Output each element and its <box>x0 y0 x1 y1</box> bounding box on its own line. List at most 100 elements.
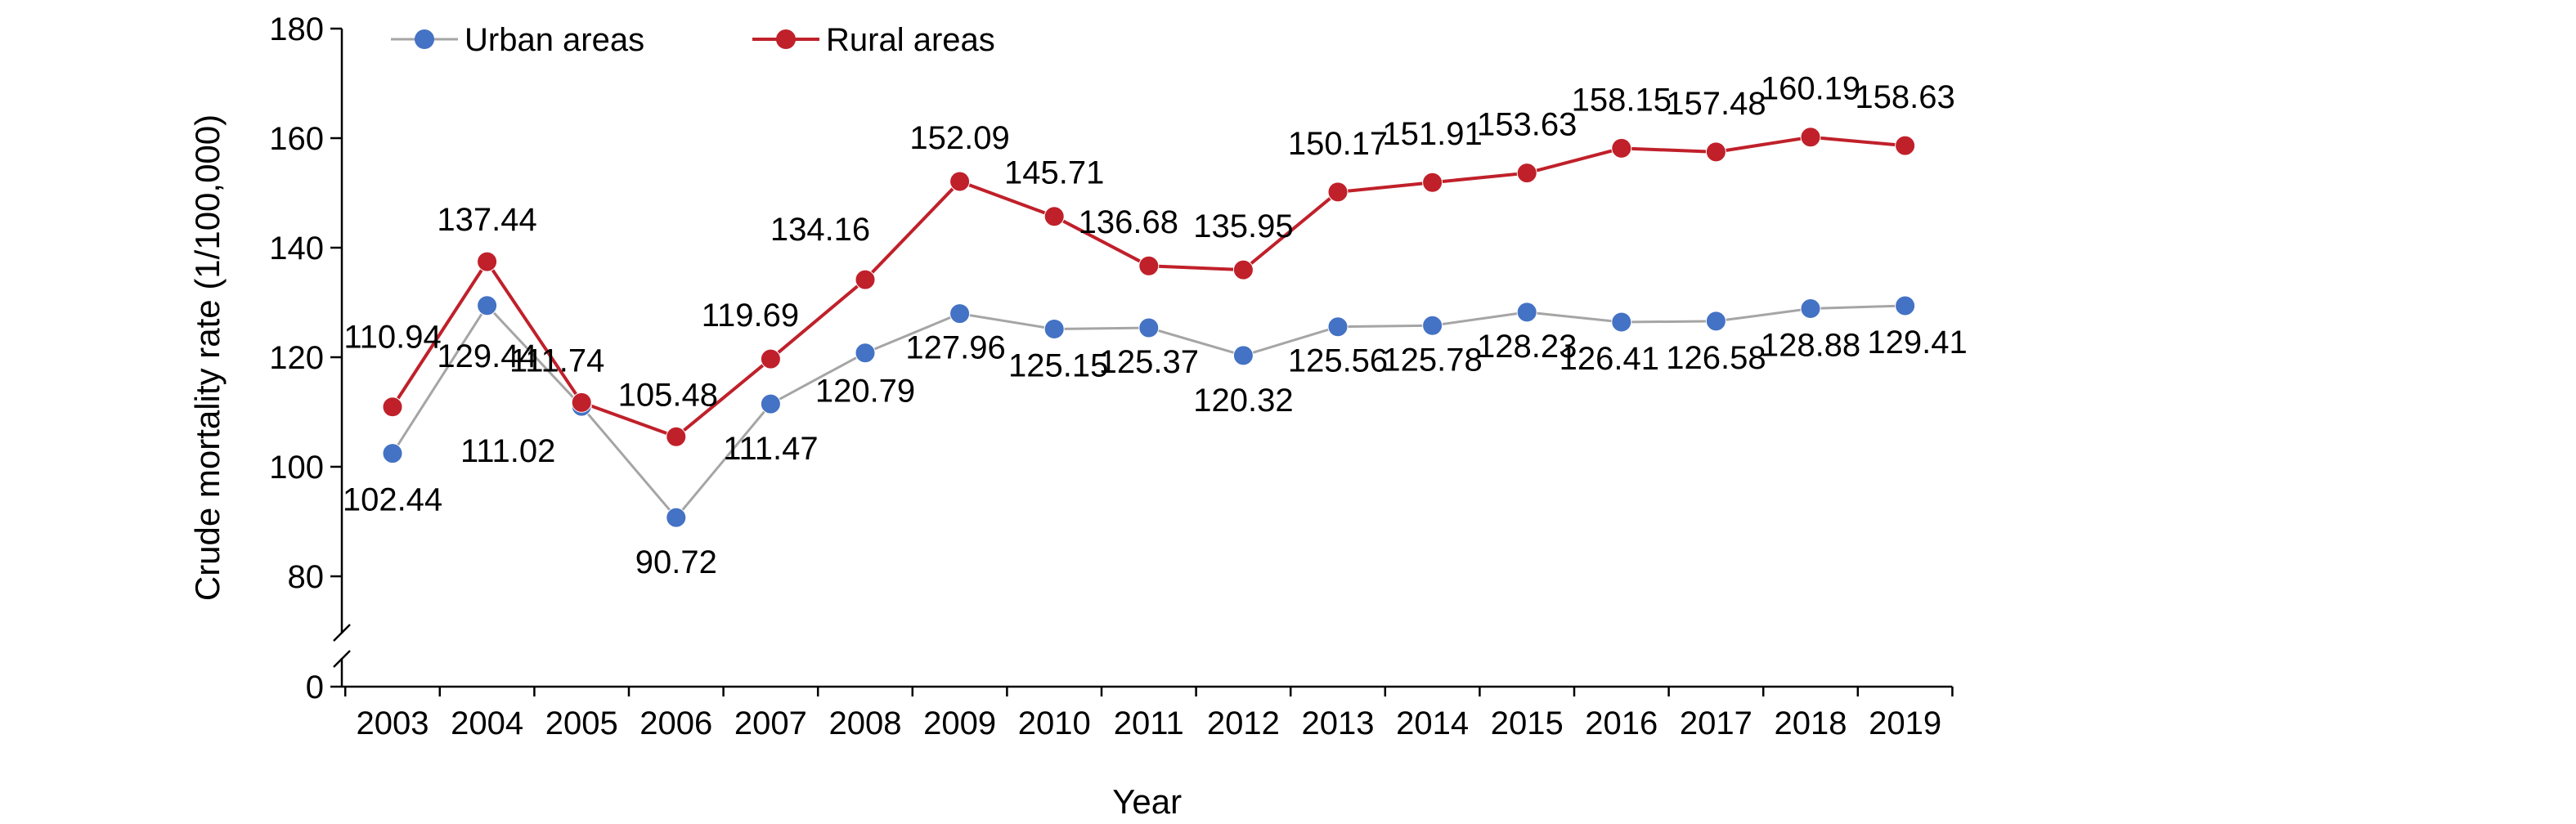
data-point-urban <box>1043 318 1065 339</box>
legend-label-rural: Rural areas <box>826 22 995 58</box>
data-point-rural <box>855 269 876 290</box>
x-tick-label: 2015 <box>1491 705 1564 741</box>
x-tick-label: 2014 <box>1396 705 1469 741</box>
data-point-rural <box>1895 135 1916 156</box>
x-tick-label: 2007 <box>734 705 807 741</box>
data-label-urban: 111.47 <box>723 431 818 467</box>
data-label-urban: 125.15 <box>1008 347 1108 383</box>
data-label-urban: 125.56 <box>1288 343 1388 379</box>
series-layer <box>382 127 1916 528</box>
y-tick-label: 0 <box>306 670 324 705</box>
data-label-rural: 135.95 <box>1193 208 1293 244</box>
data-label-rural: 150.17 <box>1288 126 1388 162</box>
data-label-rural: 110.94 <box>343 320 441 356</box>
data-label-rural: 136.68 <box>1079 204 1178 240</box>
y-axis-title: Crude mortality rate (1/100,000) <box>188 114 227 601</box>
data-label-rural: 153.63 <box>1477 107 1577 143</box>
data-point-rural <box>477 251 498 272</box>
data-point-rural <box>1327 181 1349 203</box>
data-label-rural: 111.74 <box>509 343 604 378</box>
data-label-urban: 126.58 <box>1666 340 1766 376</box>
data-label-urban: 111.02 <box>460 433 555 469</box>
data-point-urban <box>1516 302 1537 323</box>
axis-break-mark-top <box>333 624 351 642</box>
x-tick-label: 2008 <box>829 705 902 741</box>
data-label-urban: 129.41 <box>1867 325 1967 360</box>
x-tick-label: 2011 <box>1114 705 1184 741</box>
data-label-rural: 158.63 <box>1855 79 1954 115</box>
data-label-rural: 119.69 <box>702 298 799 334</box>
data-point-urban <box>1138 317 1160 338</box>
data-label-rural: 160.19 <box>1761 71 1860 107</box>
y-tick-label: 120 <box>269 340 324 376</box>
axes <box>333 29 1953 688</box>
data-point-rural <box>1516 163 1537 184</box>
data-point-rural <box>382 396 403 418</box>
y-tick-label: 100 <box>269 450 324 486</box>
data-label-urban: 125.78 <box>1382 342 1482 378</box>
data-point-urban <box>1705 311 1726 332</box>
legend-marker-rural <box>776 29 796 49</box>
data-point-rural <box>1705 141 1726 163</box>
data-point-rural <box>760 348 781 369</box>
x-tick-label: 2010 <box>1018 705 1091 741</box>
data-point-urban <box>477 295 498 316</box>
data-point-urban <box>1327 316 1349 338</box>
data-point-rural <box>1422 172 1443 193</box>
x-tick-label: 2003 <box>357 705 429 741</box>
data-point-urban <box>666 507 687 528</box>
x-tick-label: 2019 <box>1869 705 1941 741</box>
legend: Urban areas Rural areas <box>391 22 995 58</box>
data-label-rural: 152.09 <box>909 120 1009 156</box>
data-point-urban <box>1611 311 1632 333</box>
x-tick-label: 2013 <box>1302 705 1375 741</box>
data-point-urban <box>1895 295 1916 316</box>
y-tick-label: 140 <box>269 231 324 266</box>
legend-item-urban: Urban areas <box>391 22 644 58</box>
x-tick-label: 2009 <box>923 705 996 741</box>
data-point-urban <box>949 303 971 325</box>
data-point-rural <box>1232 259 1254 280</box>
y-tick-label: 80 <box>288 559 325 595</box>
data-label-urban: 120.32 <box>1193 383 1293 419</box>
data-label-urban: 120.79 <box>815 374 915 410</box>
data-point-urban <box>1800 298 1821 320</box>
data-label-urban: 128.23 <box>1477 329 1577 365</box>
data-point-rural <box>1138 255 1160 276</box>
data-labels: 102.44 129.44 111.02 90.72 111.47 120.79 127.9… <box>343 71 1968 580</box>
data-point-rural <box>666 426 687 447</box>
data-label-urban: 129.44 <box>437 338 536 374</box>
data-point-rural <box>571 392 592 413</box>
y-tick-label: 180 <box>269 11 324 47</box>
x-tick-label: 2016 <box>1585 705 1658 741</box>
data-point-urban <box>1422 315 1443 336</box>
y-axis-ticks: 0 80 100 120 140 160 180 <box>269 11 342 705</box>
x-tick-label: 2006 <box>640 705 712 741</box>
data-label-rural: 157.48 <box>1666 86 1766 122</box>
data-label-urban: 102.44 <box>343 482 442 518</box>
data-point-urban <box>382 443 403 464</box>
data-label-rural: 145.71 <box>1004 155 1104 191</box>
legend-label-urban: Urban areas <box>464 22 644 58</box>
data-point-rural <box>1611 137 1632 159</box>
data-label-rural: 105.48 <box>618 377 718 413</box>
x-tick-label: 2005 <box>545 705 618 741</box>
data-label-urban: 126.41 <box>1560 341 1659 377</box>
data-label-urban: 90.72 <box>635 544 717 580</box>
x-axis-ticks: 2003 2004 2005 2006 2007 2008 2009 2010 2011 2012… <box>343 687 1954 741</box>
data-point-rural <box>949 171 971 192</box>
data-label-rural: 134.16 <box>770 212 870 248</box>
data-point-urban <box>1232 345 1254 366</box>
data-label-urban: 127.96 <box>905 330 1005 366</box>
data-label-urban: 125.37 <box>1099 344 1199 380</box>
axis-break-mark-bottom <box>333 650 351 668</box>
x-tick-label: 2017 <box>1680 705 1752 741</box>
x-tick-label: 2012 <box>1207 705 1280 741</box>
x-axis-title: Year <box>1112 782 1182 821</box>
x-tick-label: 2004 <box>451 705 523 741</box>
data-point-rural <box>1800 127 1821 148</box>
data-point-urban <box>855 343 876 364</box>
data-point-rural <box>1043 206 1065 227</box>
y-tick-label: 160 <box>269 121 324 157</box>
